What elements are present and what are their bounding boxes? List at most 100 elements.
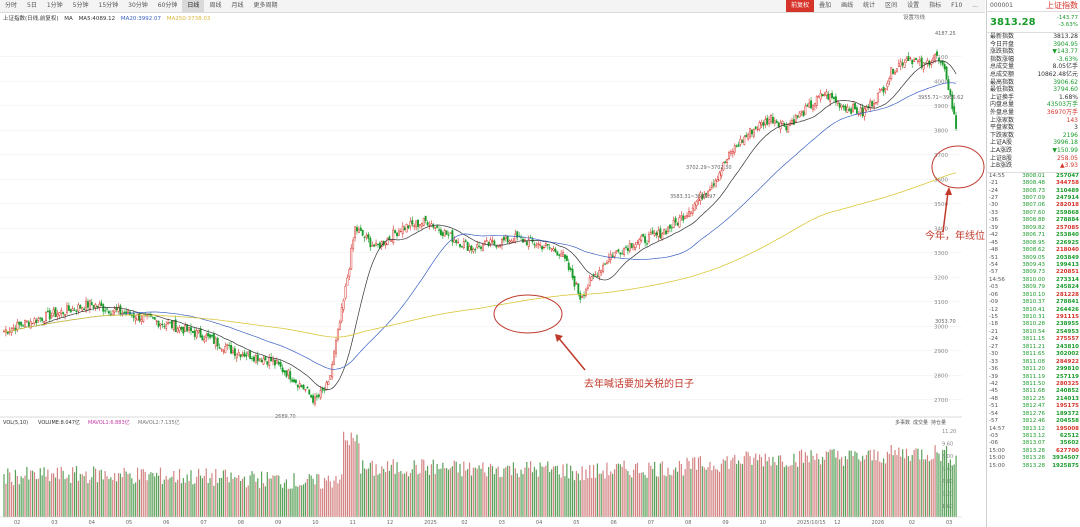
tick-time: -48 bbox=[989, 395, 998, 402]
period-tab[interactable]: 60分钟 bbox=[157, 2, 178, 9]
ma-settings-button[interactable]: 设置均线 bbox=[903, 15, 926, 21]
toolbar-button[interactable]: 统计 bbox=[863, 2, 876, 9]
stat-value: 36970万手 bbox=[1046, 108, 1078, 116]
candle-body bbox=[16, 322, 19, 330]
period-tab[interactable]: 分时 bbox=[5, 2, 18, 9]
candle-body bbox=[834, 96, 837, 103]
candle-body bbox=[64, 314, 67, 316]
volume-bar bbox=[503, 468, 505, 517]
x-tick-label: 05 bbox=[126, 520, 132, 526]
tick-volume: 278841 bbox=[1056, 299, 1079, 306]
candle-body bbox=[619, 252, 622, 255]
y-tick-label: 2900 bbox=[934, 349, 948, 355]
period-tab[interactable]: 30分钟 bbox=[128, 2, 148, 9]
tick-row: 15:00 3813.28 3934507 bbox=[987, 455, 1080, 462]
period-tab[interactable]: 1分钟 bbox=[46, 2, 63, 9]
tick-price: 3813.12 bbox=[1022, 433, 1045, 439]
volume-bar bbox=[293, 473, 295, 517]
toolbar-button[interactable]: 前复权 bbox=[786, 0, 815, 12]
volume-bar bbox=[842, 465, 845, 517]
candle-body bbox=[701, 194, 704, 200]
volume-bar bbox=[909, 460, 911, 517]
toolbar-button[interactable]: 区间 bbox=[885, 2, 898, 9]
volume-bar bbox=[486, 476, 488, 517]
tick-row: -36 3811.20 299810 bbox=[987, 366, 1080, 373]
period-tab[interactable]: 周线 bbox=[209, 2, 222, 9]
candle-body bbox=[403, 227, 406, 231]
candle-body bbox=[483, 241, 486, 244]
stat-label: 最新指数 bbox=[990, 33, 1015, 40]
candle-body bbox=[308, 389, 311, 395]
volume-bar bbox=[585, 469, 587, 517]
candle-body bbox=[668, 224, 671, 229]
volume-bar bbox=[489, 463, 492, 517]
toolbar-button[interactable]: 画线 bbox=[841, 2, 854, 9]
volume-bar bbox=[394, 473, 396, 517]
toolbar-button[interactable]: 指标 bbox=[929, 2, 942, 9]
volume-bar bbox=[87, 483, 89, 517]
volume-bar bbox=[198, 468, 200, 517]
volume-bar bbox=[749, 456, 751, 517]
candle-body bbox=[485, 240, 488, 242]
tick-volume: 243810 bbox=[1056, 343, 1079, 350]
candle-body bbox=[598, 270, 601, 278]
volume-bar bbox=[596, 463, 598, 517]
chart-area[interactable]: 上证指数(日线,前复权) MA MA5:4089.12 MA20:3992.07… bbox=[0, 12, 985, 527]
volume-bar bbox=[804, 452, 806, 517]
candle-body bbox=[546, 243, 549, 246]
volume-bar bbox=[648, 462, 650, 517]
candle-body bbox=[27, 321, 30, 327]
volume-bar bbox=[171, 476, 173, 517]
volume-bar bbox=[453, 460, 455, 517]
volume-bar bbox=[3, 474, 5, 517]
volume-bar bbox=[839, 459, 841, 517]
volume-bar bbox=[289, 488, 291, 517]
period-tab[interactable]: 5分钟 bbox=[72, 2, 89, 9]
candle-body bbox=[224, 346, 227, 354]
candle-body bbox=[825, 91, 828, 96]
candle-body bbox=[342, 300, 345, 310]
candle-body bbox=[462, 241, 465, 249]
candle-body bbox=[88, 300, 91, 309]
stat-row: 总成交额 10862.48亿元 bbox=[987, 71, 1080, 79]
period-tab[interactable]: 5日 bbox=[27, 2, 37, 9]
volume-bar bbox=[533, 466, 536, 517]
candle-body bbox=[565, 255, 568, 262]
toolbar-button[interactable]: 叠加 bbox=[819, 2, 832, 9]
x-tick-label: 02 bbox=[461, 520, 467, 526]
volume-bar bbox=[814, 459, 816, 517]
stat-value: 2196 bbox=[1062, 131, 1078, 139]
candle-body bbox=[212, 333, 215, 344]
tick-row: -57 3809.73 220851 bbox=[987, 269, 1080, 276]
volume-bar bbox=[751, 464, 753, 517]
toolbar-button[interactable]: 设置 bbox=[907, 2, 920, 9]
tick-price: 3808.88 bbox=[1022, 217, 1045, 224]
tick-price: 3811.50 bbox=[1022, 380, 1045, 387]
candle-body bbox=[151, 317, 154, 319]
volume-bar bbox=[890, 445, 892, 517]
candle-body bbox=[653, 233, 656, 236]
candle-body bbox=[615, 250, 618, 253]
volume-bar bbox=[348, 445, 350, 517]
x-tick-label: 12 bbox=[834, 520, 840, 526]
period-tab[interactable]: 更多周期 bbox=[253, 2, 278, 9]
volume-bar bbox=[936, 452, 938, 517]
toolbar-button[interactable]: F10 bbox=[951, 2, 963, 9]
candle-body bbox=[335, 340, 337, 354]
volume-bar bbox=[352, 437, 354, 517]
candle-body bbox=[710, 185, 713, 188]
volume-bar bbox=[884, 463, 887, 517]
volume-y-tick: 4.80 bbox=[942, 479, 953, 485]
period-tab[interactable]: 15分钟 bbox=[98, 2, 119, 9]
period-tab[interactable]: 月线 bbox=[231, 2, 244, 9]
candle-body bbox=[352, 239, 355, 249]
candle-body bbox=[533, 243, 536, 246]
toolbar-button[interactable]: ... bbox=[972, 2, 978, 9]
candle-body bbox=[770, 115, 772, 123]
y-tick-label: 3400 bbox=[934, 226, 948, 232]
candle-body bbox=[934, 54, 937, 61]
stat-row: 上证A股 3996.18 bbox=[987, 139, 1080, 147]
stat-label: 上证A股 bbox=[990, 139, 1013, 147]
period-tab[interactable]: 日线 bbox=[182, 0, 205, 12]
volume-bar bbox=[774, 462, 776, 517]
